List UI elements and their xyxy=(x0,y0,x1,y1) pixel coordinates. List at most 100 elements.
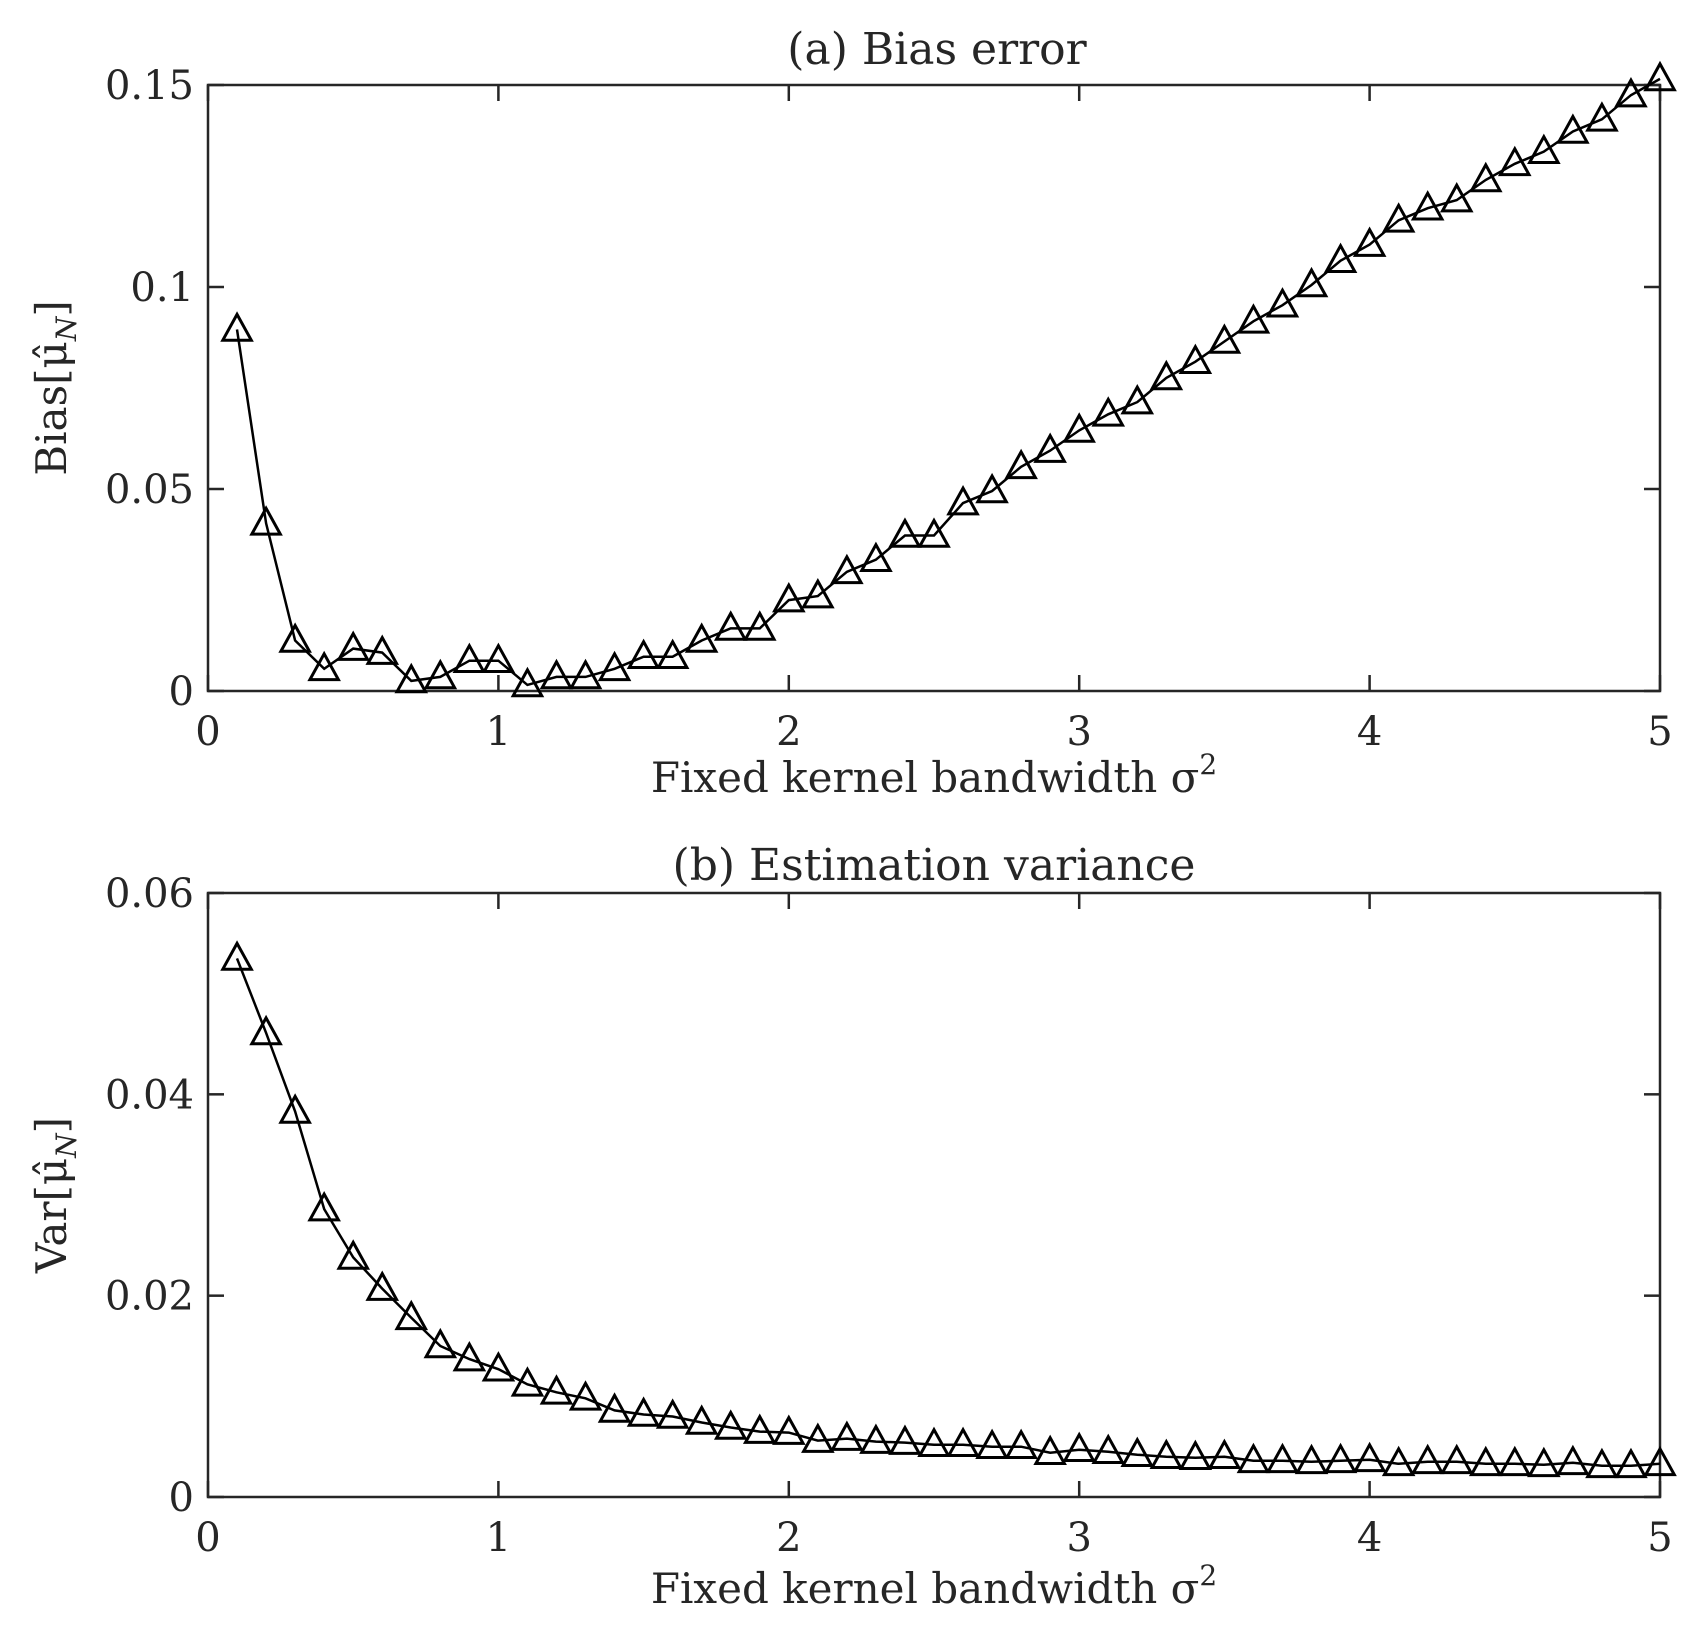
x-tick-label: 3 xyxy=(1066,709,1091,755)
data-point-marker xyxy=(423,1327,458,1359)
data-point-marker xyxy=(1236,1442,1271,1474)
data-point-marker xyxy=(365,634,400,665)
y-tick-labels: 0 0.02 0.04 0.06 xyxy=(105,871,194,1521)
x-axis-label-superscript: 2 xyxy=(1199,748,1217,781)
data-point-marker xyxy=(975,472,1009,504)
data-point-marker xyxy=(1614,1447,1648,1479)
data-point-marker xyxy=(742,1413,777,1444)
data-point-marker xyxy=(307,1190,341,1222)
data-point-marker xyxy=(278,1093,312,1124)
data-point-marker xyxy=(481,642,516,673)
data-point-marker xyxy=(684,622,719,653)
data-point-marker xyxy=(220,940,254,971)
data-point-marker xyxy=(772,581,806,613)
data-point-marker xyxy=(1120,383,1155,415)
data-point-marker xyxy=(1439,1443,1474,1475)
data-point-marker xyxy=(1091,396,1126,427)
data-point-marker xyxy=(917,1426,951,1457)
data-point-marker xyxy=(597,650,632,682)
data-point-marker xyxy=(568,1380,603,1411)
data-point-marker xyxy=(1207,1438,1242,1469)
axis-ticks xyxy=(206,83,1662,693)
data-point-marker xyxy=(684,1404,719,1435)
x-axis-label-superscript: 2 xyxy=(1199,1559,1217,1592)
data-point-marker xyxy=(220,311,254,342)
y-tick-label: 0.02 xyxy=(105,1274,194,1320)
x-tick-label: 5 xyxy=(1647,1515,1672,1561)
series-line xyxy=(235,957,1661,1468)
y-axis-label-subscript: N xyxy=(50,1132,83,1159)
data-point-marker xyxy=(1468,161,1503,193)
data-point-marker xyxy=(888,517,922,548)
x-tick-labels: 0 1 2 3 4 5 xyxy=(195,1515,1672,1561)
data-point-marker xyxy=(1062,412,1096,443)
data-point-marker xyxy=(597,1392,632,1423)
data-point-marker xyxy=(481,1351,516,1382)
data-point-marker xyxy=(830,553,864,585)
data-point-marker xyxy=(917,517,951,548)
data-point-marker xyxy=(336,630,371,661)
data-point-marker xyxy=(1294,266,1329,298)
axis-ticks xyxy=(206,891,1662,1499)
data-point-marker xyxy=(1004,448,1038,480)
x-tick-label: 2 xyxy=(776,1515,801,1561)
x-tick-labels: 0 1 2 3 4 5 xyxy=(195,709,1672,755)
x-axis-label-text: Fixed kernel bandwidth σ xyxy=(651,753,1200,802)
data-point-marker xyxy=(510,666,545,698)
data-point-marker xyxy=(975,1428,1009,1459)
data-point-marker xyxy=(1352,226,1387,257)
chart-estimation-variance: (b) Estimation variance 0 1 2 3 4 5 0 0.02 0.04… xyxy=(27,840,1677,1613)
data-point-marker xyxy=(510,1366,545,1397)
plot-area xyxy=(206,891,1662,1499)
data-point-marker xyxy=(249,1014,283,1046)
data-point-marker xyxy=(1062,1431,1096,1462)
x-tick-label: 0 xyxy=(195,1515,220,1561)
data-point-marker xyxy=(1556,113,1590,144)
data-point-marker xyxy=(1585,101,1619,132)
data-point-marker xyxy=(1004,1428,1038,1459)
data-point-marker xyxy=(772,1414,806,1445)
x-axis-label-text: Fixed kernel bandwidth σ xyxy=(651,1564,1200,1613)
chart-title: (b) Estimation variance xyxy=(673,840,1196,891)
x-tick-label: 3 xyxy=(1066,1515,1091,1561)
x-axis-label: Fixed kernel bandwidth σ2 xyxy=(651,748,1217,802)
data-point-marker xyxy=(1265,1442,1300,1474)
data-point-marker xyxy=(1439,181,1474,213)
data-point-marker xyxy=(888,1424,922,1455)
data-point-marker xyxy=(1178,1439,1213,1470)
y-axis-label: Var[μ̂N] xyxy=(27,1117,83,1274)
y-axis-label-close: ] xyxy=(27,1117,76,1133)
x-tick-label: 1 xyxy=(486,1515,511,1561)
data-point-marker xyxy=(859,1423,893,1454)
y-tick-label: 0 xyxy=(169,1475,194,1521)
data-point-marker xyxy=(365,1270,400,1301)
data-point-marker xyxy=(1178,343,1213,374)
chart-bias-error: (a) Bias error 0 1 2 3 4 5 0 0.05 0.1 0.15 Fixed… xyxy=(27,24,1677,802)
data-point-marker xyxy=(1294,1443,1329,1475)
data-point-marker xyxy=(1149,1438,1184,1469)
data-point-marker xyxy=(655,638,690,669)
data-point-marker xyxy=(1236,303,1271,334)
x-tick-label: 4 xyxy=(1357,709,1382,755)
y-tick-label: 0.15 xyxy=(105,63,194,109)
series-line xyxy=(235,77,1661,687)
data-point-marker xyxy=(307,650,341,682)
y-tick-label: 0 xyxy=(169,669,194,715)
data-point-marker xyxy=(1527,1446,1561,1478)
y-axis-label: Bias[μ̂N] xyxy=(27,300,83,475)
data-point-marker xyxy=(539,658,574,690)
data-point-marker xyxy=(713,610,748,641)
x-tick-label: 4 xyxy=(1357,1515,1382,1561)
y-tick-label: 0.06 xyxy=(105,871,194,917)
y-tick-labels: 0 0.05 0.1 0.15 xyxy=(105,63,194,715)
y-tick-label: 0.05 xyxy=(105,467,194,513)
data-point-marker xyxy=(249,505,283,536)
chart-title: (a) Bias error xyxy=(787,24,1087,75)
data-point-marker xyxy=(1381,202,1416,233)
data-point-marker xyxy=(452,1340,487,1372)
data-point-marker xyxy=(742,610,777,641)
data-point-marker xyxy=(1033,1434,1067,1465)
data-point-marker xyxy=(1381,1445,1416,1477)
data-point-marker xyxy=(655,1398,690,1429)
